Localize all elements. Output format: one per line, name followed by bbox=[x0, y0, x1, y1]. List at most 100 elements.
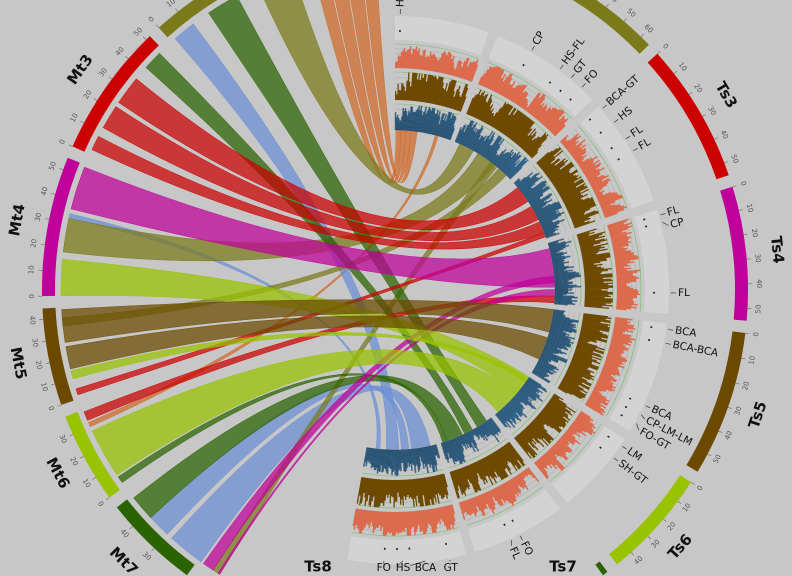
tick-label: 0 bbox=[147, 15, 156, 24]
tick-label: 0 bbox=[27, 294, 35, 299]
orange-histogram-ts2 bbox=[478, 66, 569, 137]
tick-label: 60 bbox=[643, 23, 655, 35]
tick-label: 40 bbox=[719, 129, 730, 140]
annotation-leader bbox=[602, 104, 607, 109]
tick-label: 50 bbox=[47, 160, 58, 171]
tick-label: 50 bbox=[712, 453, 723, 465]
tick-mark bbox=[57, 404, 62, 407]
tick-mark bbox=[45, 362, 50, 364]
tick-mark bbox=[673, 70, 678, 74]
tick-mark bbox=[50, 383, 55, 386]
tick-label: 10 bbox=[81, 477, 93, 489]
annotation-leader bbox=[668, 329, 674, 331]
tick-mark bbox=[741, 357, 746, 360]
annotation-label: CP bbox=[530, 29, 547, 47]
annotation-marker bbox=[569, 98, 572, 101]
tick-label: 0 bbox=[739, 180, 748, 187]
tick-mark bbox=[51, 192, 56, 195]
tick-mark bbox=[663, 519, 667, 523]
brown-histogram-ts8 bbox=[356, 473, 449, 508]
tick-label: 10 bbox=[69, 112, 80, 124]
track-gridline bbox=[466, 113, 532, 159]
tick-mark bbox=[702, 114, 707, 117]
tick-label: 0 bbox=[696, 484, 705, 492]
annotation-label: HS bbox=[394, 0, 406, 7]
track-gridline bbox=[554, 312, 580, 386]
annotation-leader bbox=[660, 213, 666, 216]
annotation-leader bbox=[665, 342, 671, 345]
tick-label: 40 bbox=[40, 186, 50, 197]
annotation-marker bbox=[503, 523, 506, 526]
annotation-label: FO bbox=[377, 562, 391, 574]
tick-label: 30 bbox=[34, 212, 44, 222]
annotation-marker bbox=[607, 435, 610, 438]
tick-mark bbox=[106, 497, 110, 501]
orange-histogram-ts6 bbox=[534, 410, 596, 480]
chromosome-label: Ts3 bbox=[712, 78, 742, 111]
tick-label: 0 bbox=[96, 500, 105, 508]
label-band-ts4 bbox=[634, 209, 669, 314]
tick-mark bbox=[727, 407, 732, 409]
track-gridline bbox=[362, 469, 444, 477]
annotation-label: BCA-BCA bbox=[672, 339, 720, 360]
tick-label: 30 bbox=[30, 338, 39, 348]
tick-mark bbox=[735, 382, 740, 385]
annotation-leader bbox=[581, 83, 586, 88]
ideogram-mt3 bbox=[72, 36, 159, 152]
annotation-marker bbox=[617, 158, 620, 161]
annotation-leader bbox=[625, 135, 631, 140]
ideogram-ts6 bbox=[608, 475, 692, 565]
annotation-leader bbox=[531, 45, 535, 51]
links-layer bbox=[60, 0, 556, 575]
annotation-marker bbox=[599, 131, 603, 134]
annotation-label: GT bbox=[444, 562, 459, 574]
ideogram-ts7 bbox=[595, 561, 608, 576]
ideogram-layer: 01020304050Ts10102030405060Ts20102030405… bbox=[5, 0, 788, 576]
brown-histogram-ts5 bbox=[557, 313, 612, 400]
tick-label: 40 bbox=[119, 528, 131, 540]
orange-histogram-ts3 bbox=[559, 133, 627, 219]
chromosome-label: Ts7 bbox=[549, 558, 577, 576]
track-gridline bbox=[447, 434, 504, 464]
chromosome-label: Ts6 bbox=[664, 530, 696, 563]
annotation-marker bbox=[628, 397, 632, 400]
tick-mark bbox=[606, 3, 609, 8]
tick-label: 30 bbox=[97, 67, 109, 79]
blue-histogram-ts7 bbox=[440, 417, 502, 465]
chromosome-label: Ts5 bbox=[745, 399, 771, 431]
annotation-leader bbox=[519, 535, 523, 541]
ideogram-mt4 bbox=[42, 157, 80, 297]
annotation-label: CP bbox=[669, 216, 685, 231]
annotation-marker bbox=[599, 446, 602, 449]
tick-mark bbox=[724, 161, 729, 164]
orange-histogram-ts4 bbox=[607, 218, 641, 311]
annotation-marker bbox=[624, 405, 628, 409]
tick-mark bbox=[640, 33, 644, 37]
track-gridline bbox=[629, 217, 642, 312]
annotation-label: BCA-GT bbox=[604, 73, 642, 109]
tick-mark bbox=[45, 218, 50, 220]
tick-label: 0 bbox=[58, 138, 67, 145]
track-gridline bbox=[394, 67, 472, 82]
annotation-marker bbox=[548, 81, 552, 84]
tick-mark bbox=[688, 92, 693, 95]
tick-label: 40 bbox=[28, 316, 37, 326]
tick-mark bbox=[690, 482, 695, 485]
tick-mark bbox=[738, 209, 743, 211]
track-gridline bbox=[543, 418, 594, 474]
tick-label: 30 bbox=[141, 550, 153, 562]
tick-mark bbox=[108, 76, 113, 80]
tick-mark bbox=[707, 453, 712, 457]
annotation-marker bbox=[620, 414, 623, 417]
track-gridline bbox=[533, 165, 572, 230]
tick-label: 50 bbox=[132, 26, 144, 38]
ideogram-ts3 bbox=[647, 53, 729, 180]
annotation-leader bbox=[640, 414, 645, 420]
annotation-marker bbox=[610, 146, 613, 150]
track-gridline bbox=[394, 48, 478, 64]
blue-histogram-ts4 bbox=[547, 238, 582, 306]
brown-histogram-ts1 bbox=[395, 72, 469, 112]
annotation-label: FL bbox=[678, 287, 690, 299]
tracks-layer bbox=[347, 16, 669, 565]
tick-mark bbox=[155, 24, 160, 28]
